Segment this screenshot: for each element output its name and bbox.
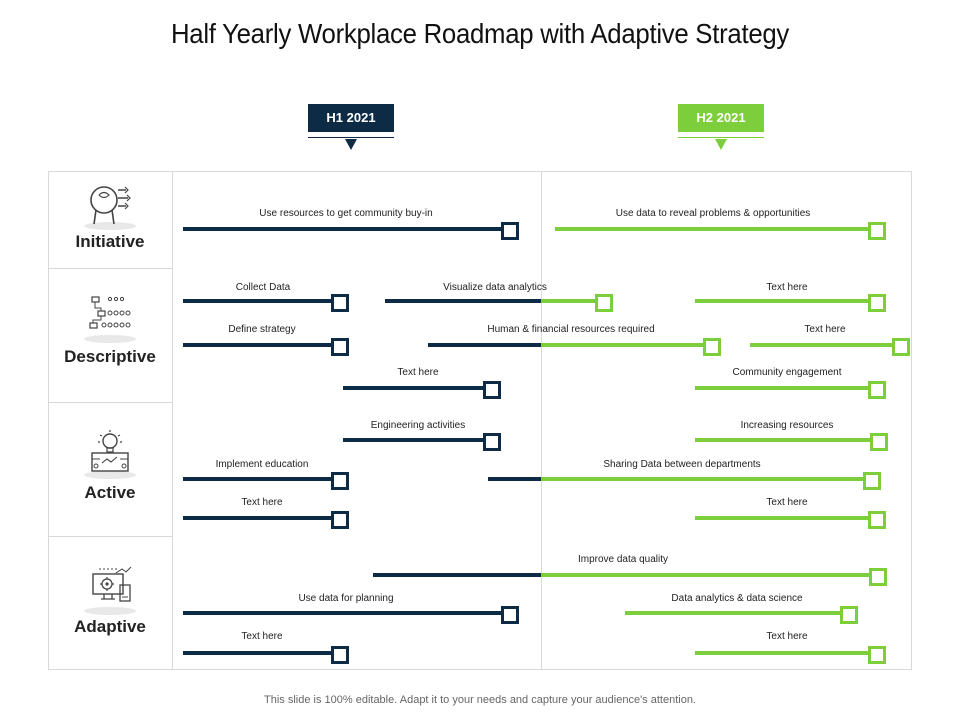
category-label: Adaptive [74, 617, 146, 636]
task-bar-h1-segment [428, 343, 541, 347]
task-bar-h1-segment [183, 299, 338, 303]
lightbulb-icon [84, 430, 136, 479]
phase-h2-label: H2 2021 [696, 110, 746, 125]
task-label: Sharing Data between departments [603, 459, 761, 470]
task-end-marker [892, 338, 910, 356]
phase-h1-label: H1 2021 [326, 110, 376, 125]
task-label: Collect Data [235, 282, 291, 293]
task-label: Use resources to get community buy-in [259, 208, 433, 219]
task-bar-h2-segment [541, 477, 870, 481]
task-label: Community engagement [732, 367, 842, 378]
task-bar-h2-segment [695, 516, 875, 520]
task-bar-h2-segment [541, 573, 876, 577]
task-label: Data analytics & data science [671, 593, 803, 604]
task-label: Text here [766, 631, 808, 642]
phase-h2-badge: H2 2021 [678, 104, 764, 132]
category-column-divider [172, 171, 173, 670]
category-descriptive: Descriptive [48, 269, 172, 402]
roadmap-frame [48, 171, 912, 670]
task-end-marker [868, 511, 886, 529]
footer-note: This slide is 100% editable. Adapt it to… [264, 694, 696, 706]
hierarchy-dots-icon [84, 296, 136, 343]
task-bar-h2-segment [625, 611, 847, 615]
task-bar-h1-segment [385, 299, 541, 303]
task-end-marker [501, 606, 519, 624]
task-end-marker [840, 606, 858, 624]
task-end-marker [868, 381, 886, 399]
phase-h1-badge: H1 2021 [308, 104, 394, 132]
task-label: Define strategy [228, 324, 296, 335]
row-divider [48, 536, 172, 537]
task-end-marker [863, 472, 881, 490]
task-end-marker [483, 381, 501, 399]
task-label: Text here [397, 367, 439, 378]
task-end-marker [483, 433, 501, 451]
task-label: Improve data quality [577, 554, 669, 565]
page-title: Half Yearly Workplace Roadmap with Adapt… [170, 18, 790, 49]
task-bar-h1-segment [183, 516, 338, 520]
task-bar-h2-segment [695, 386, 875, 390]
brain-head-icon [84, 186, 136, 230]
phase-h1-arrow-icon [345, 139, 357, 150]
task-end-marker [869, 568, 887, 586]
task-label: Use data for planning [298, 593, 394, 604]
task-end-marker [331, 511, 349, 529]
task-end-marker [331, 338, 349, 356]
monitor-gear-icon [84, 566, 136, 615]
task-bar-h1-segment [488, 477, 541, 481]
task-bar-h1-segment [183, 343, 338, 347]
task-end-marker [703, 338, 721, 356]
task-label: Use data to reveal problems & opportunit… [615, 208, 811, 219]
task-bar-h1-segment [183, 611, 508, 615]
task-label: Text here [804, 324, 846, 335]
phase-h2-arrow-icon [715, 139, 727, 150]
task-bar-h1-segment [343, 386, 490, 390]
category-label: Initiative [75, 232, 145, 251]
task-bar-h2-segment [695, 299, 875, 303]
category-initiative: Initiative [48, 172, 172, 268]
task-label: Implement education [215, 459, 309, 470]
task-bar-h1-segment [373, 573, 541, 577]
task-label: Engineering activities [370, 420, 466, 431]
task-end-marker [870, 433, 888, 451]
phase-h1-underline [308, 137, 394, 138]
task-bar-h2-segment [695, 438, 877, 442]
task-end-marker [331, 472, 349, 490]
category-label: Active [84, 483, 136, 502]
task-label: Text here [241, 497, 283, 508]
task-label: Text here [766, 497, 808, 508]
task-bar-h1-segment [183, 227, 508, 231]
task-bar-h2-segment [555, 227, 875, 231]
task-end-marker [868, 294, 886, 312]
task-bar-h2-segment [541, 343, 710, 347]
half-year-divider [541, 171, 542, 670]
category-label: Descriptive [64, 347, 156, 366]
task-label: Text here [241, 631, 283, 642]
task-label: Increasing resources [740, 420, 834, 431]
task-bar-h1-segment [183, 651, 338, 655]
task-end-marker [331, 646, 349, 664]
task-bar-h2-segment [695, 651, 875, 655]
task-bar-h1-segment [183, 477, 338, 481]
task-label: Text here [766, 282, 808, 293]
task-label: Human & financial resources required [487, 324, 655, 335]
task-label: Visualize data analytics [443, 282, 547, 293]
task-bar-h2-segment [541, 299, 602, 303]
task-end-marker [595, 294, 613, 312]
task-end-marker [501, 222, 519, 240]
row-divider [48, 402, 172, 403]
category-active: Active [48, 403, 172, 536]
task-end-marker [868, 222, 886, 240]
task-end-marker [868, 646, 886, 664]
phase-h2-underline [678, 137, 764, 138]
task-bar-h2-segment [750, 343, 899, 347]
task-end-marker [331, 294, 349, 312]
row-divider [48, 268, 172, 269]
category-adaptive: Adaptive [48, 537, 172, 670]
task-bar-h1-segment [343, 438, 490, 442]
